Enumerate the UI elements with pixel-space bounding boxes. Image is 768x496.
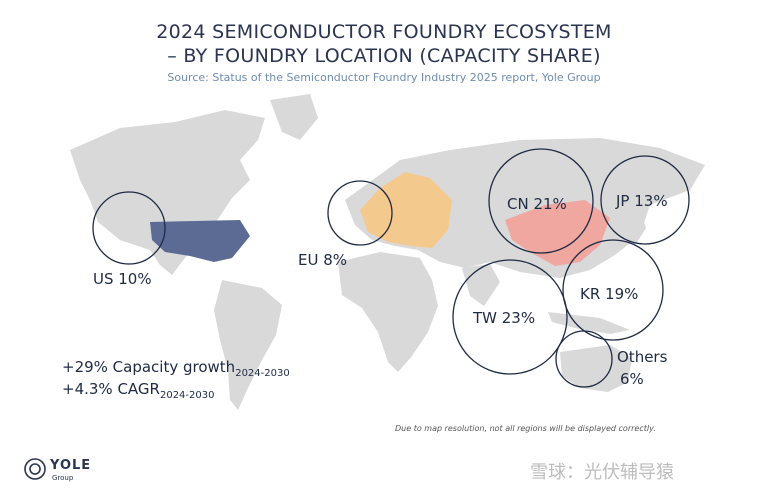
- eu-circle: [327, 180, 393, 246]
- logo-name: YOLE: [50, 458, 92, 473]
- cagr-stat: +4.3% CAGR2024-2030: [62, 380, 214, 401]
- kr-circle: [562, 239, 664, 341]
- resolution-note: Due to map resolution, not all regions w…: [395, 424, 656, 433]
- capacity-growth-period: 2024-2030: [235, 368, 290, 379]
- others-value: 6%: [620, 370, 644, 388]
- us-label: US 10%: [93, 270, 152, 288]
- us-circle: [92, 191, 166, 265]
- cagr-period: 2024-2030: [159, 390, 215, 401]
- jp-circle: [600, 155, 690, 245]
- tw-circle: [452, 259, 568, 375]
- logo-sub: Group: [52, 474, 74, 482]
- title-line-1: 2024 SEMICONDUCTOR FOUNDRY ECOSYSTEM: [156, 21, 612, 43]
- eu-label: EU 8%: [298, 251, 348, 269]
- others-circle: [555, 330, 613, 388]
- capacity-growth-main: +29% Capacity growth: [62, 358, 236, 376]
- title-line-2: – BY FOUNDRY LOCATION (CAPACITY SHARE): [167, 45, 601, 67]
- cagr-main: +4.3% CAGR: [62, 380, 160, 398]
- yole-logo-icon: [24, 458, 46, 480]
- jp-label: JP 13%: [616, 192, 668, 210]
- others-label: Others: [617, 348, 668, 366]
- tw-label: TW 23%: [473, 309, 536, 327]
- watermark: 雪球：光伏辅导猿: [530, 462, 674, 483]
- cn-label: CN 21%: [507, 195, 567, 213]
- us-region: [150, 220, 250, 262]
- kr-label: KR 19%: [580, 285, 639, 303]
- capacity-growth-stat: +29% Capacity growth2024-2030: [62, 358, 290, 379]
- source-text: Source: Status of the Semiconductor Foun…: [167, 71, 601, 84]
- cn-circle: [488, 148, 594, 254]
